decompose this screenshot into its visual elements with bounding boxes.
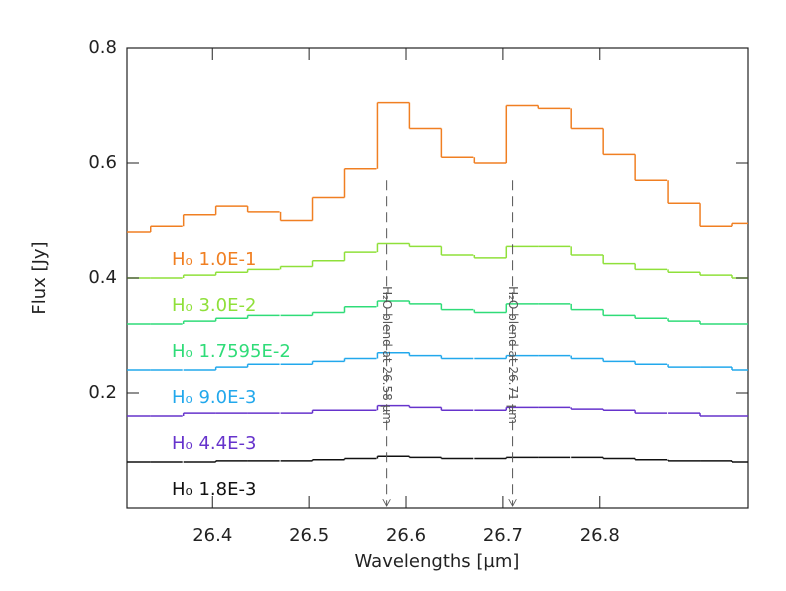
annotation-text: H₂O blend at 26.58 µm [380,286,394,424]
y-tick-label: 0.2 [88,382,117,403]
x-tick-label: 26.8 [580,525,620,546]
x-tick-label: 26.6 [386,525,426,546]
x-axis-label: Wavelengths [µm] [355,551,520,572]
legend-label: H₀ 4.4E-3 [172,433,256,454]
legend-label: H₀ 1.7595E-2 [172,341,291,362]
legend-label: H₀ 9.0E-3 [172,387,256,408]
legend-label: H₀ 1.0E-1 [172,249,256,270]
y-axis-label: Flux [Jy] [29,241,50,314]
x-tick-label: 26.4 [192,525,232,546]
annotation-text: H₂O blend at 26.71 µm [506,286,520,424]
legend-label: H₀ 1.8E-3 [172,479,256,500]
y-tick-label: 0.8 [88,37,117,58]
x-tick-label: 26.5 [289,525,329,546]
legend-label: H₀ 3.0E-2 [172,295,256,316]
y-tick-label: 0.4 [88,267,117,288]
plot-area [127,101,748,463]
y-tick-label: 0.6 [88,152,117,173]
x-tick-label: 26.7 [483,525,523,546]
